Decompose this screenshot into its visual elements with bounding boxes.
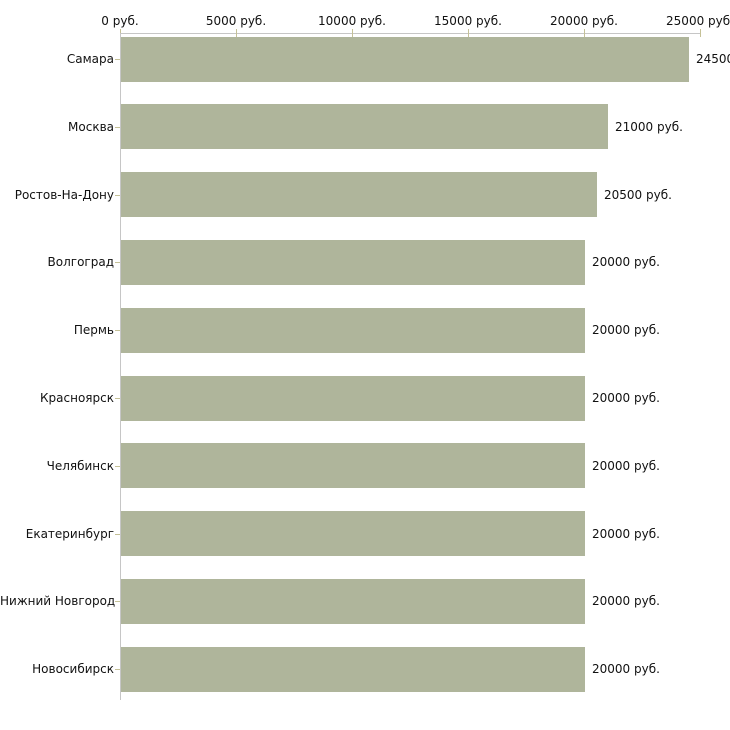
bar	[121, 578, 585, 624]
y-axis-tick	[115, 126, 120, 128]
x-axis-tick	[700, 29, 701, 37]
x-axis-tick-label: 0 руб.	[101, 14, 139, 28]
x-axis-tick	[352, 29, 353, 37]
x-axis-tick	[584, 29, 585, 37]
value-label: 21000 руб.	[615, 119, 683, 134]
y-axis-tick	[115, 533, 120, 535]
category-label: Красноярск	[40, 391, 114, 405]
category-label: Екатеринбург	[25, 526, 114, 541]
category-label: Москва	[68, 119, 114, 134]
x-axis-tick-label: 25000 руб.	[666, 14, 730, 28]
value-label: 20500 руб.	[604, 187, 672, 202]
value-label: 20000 руб.	[592, 594, 660, 609]
category-label: Самара	[66, 52, 114, 66]
x-axis-line	[120, 33, 700, 34]
x-axis-tick-label: 5000 руб.	[205, 14, 267, 28]
y-axis-tick	[115, 601, 120, 603]
value-label: 20000 руб.	[592, 255, 660, 270]
y-axis-tick	[115, 59, 120, 60]
bar	[121, 375, 585, 421]
x-axis-tick-label: 20000 руб.	[550, 14, 618, 28]
category-label: Пермь	[73, 323, 114, 338]
value-label: 24500	[696, 52, 730, 66]
bar	[121, 172, 597, 218]
category-label: Ростов-На-Дону	[14, 187, 114, 202]
category-label: Новосибирск	[32, 662, 114, 677]
y-axis-tick	[115, 330, 120, 332]
bar	[121, 104, 608, 150]
value-label: 20000 руб.	[592, 323, 660, 338]
bar	[121, 307, 585, 353]
bar	[121, 646, 585, 692]
value-label: 20000 руб.	[592, 391, 660, 405]
bar	[121, 36, 689, 82]
value-label: 20000 руб.	[592, 662, 660, 677]
bar	[121, 443, 585, 489]
y-axis-tick	[115, 669, 120, 671]
x-axis-tick	[236, 29, 237, 37]
category-label: Челябинск	[46, 458, 114, 473]
y-axis-tick	[115, 465, 120, 467]
x-axis-tick	[468, 29, 469, 37]
y-axis-tick	[115, 398, 120, 399]
x-axis-tick-label: 10000 руб.	[318, 14, 386, 28]
category-label: Волгоград	[47, 255, 114, 270]
y-axis-tick	[115, 262, 120, 264]
y-axis-tick	[115, 194, 120, 196]
x-axis-tick-label: 15000 руб.	[434, 14, 502, 28]
bar	[121, 239, 585, 285]
category-label: Нижний Новгород	[0, 594, 116, 609]
value-label: 20000 руб.	[592, 526, 660, 541]
bar	[121, 511, 585, 557]
value-label: 20000 руб.	[592, 458, 660, 473]
y-axis-line	[120, 33, 121, 700]
